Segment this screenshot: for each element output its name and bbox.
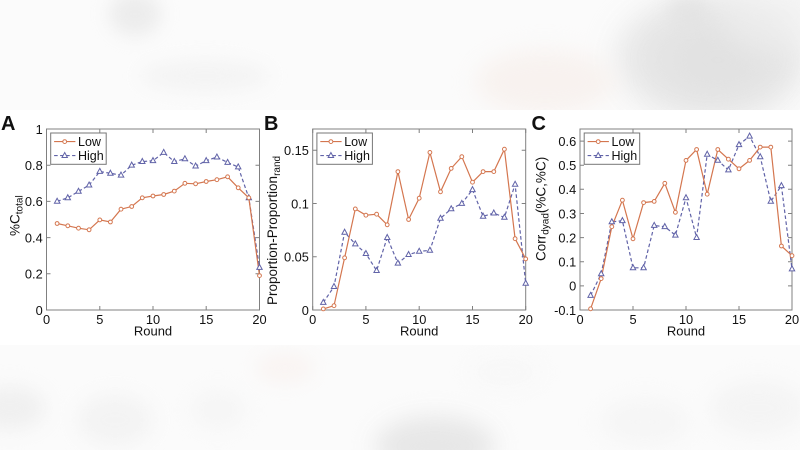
svg-text:15: 15 [199,312,213,327]
svg-text:0.05: 0.05 [284,250,309,265]
svg-text:5: 5 [629,312,636,327]
svg-text:15: 15 [465,312,479,327]
svg-text:0.5: 0.5 [558,158,576,173]
svg-text:0: 0 [302,303,309,318]
svg-text:0.1: 0.1 [558,255,576,270]
svg-text:20: 20 [785,312,799,327]
svg-text:0.4: 0.4 [25,230,43,245]
svg-text:0: 0 [309,312,316,327]
svg-text:10: 10 [679,312,693,327]
svg-text:5: 5 [362,312,369,327]
svg-text:0.3: 0.3 [558,206,576,221]
svg-text:0.2: 0.2 [558,230,576,245]
svg-text:0.8: 0.8 [25,158,43,173]
svg-text:0.1: 0.1 [291,196,309,211]
svg-text:10: 10 [146,312,160,327]
svg-text:0.6: 0.6 [25,194,43,209]
svg-text:Low: Low [344,135,368,149]
svg-text:Round: Round [400,324,438,339]
svg-text:Low: Low [612,135,636,149]
svg-text:0: 0 [36,303,43,318]
svg-text:0.6: 0.6 [558,134,576,149]
svg-text:0: 0 [569,279,576,294]
svg-text:High: High [344,149,370,163]
svg-text:0: 0 [576,312,583,327]
svg-text:15: 15 [732,312,746,327]
svg-text:Round: Round [667,324,705,339]
svg-text:0.2: 0.2 [25,267,43,282]
svg-text:0.4: 0.4 [558,182,576,197]
svg-text:20: 20 [519,312,533,327]
svg-text:-0.1: -0.1 [554,303,576,318]
svg-text:20: 20 [252,312,266,327]
svg-text:C: C [532,113,546,135]
svg-text:10: 10 [412,312,426,327]
svg-text:High: High [612,149,638,163]
svg-text:B: B [264,113,278,135]
svg-text:Corrdyad(%C,%C): Corrdyad(%C,%C) [534,157,552,261]
svg-text:Low: Low [78,135,102,149]
svg-text:0.15: 0.15 [284,143,309,158]
svg-text:%Ctotal: %Ctotal [8,195,26,236]
svg-text:Proportion-Proportionrand: Proportion-Proportionrand [265,156,283,305]
svg-text:0: 0 [43,312,50,327]
svg-text:5: 5 [96,312,103,327]
svg-text:A: A [1,113,15,135]
svg-text:Round: Round [134,324,172,339]
svg-text:1: 1 [36,122,43,137]
svg-text:High: High [78,149,104,163]
